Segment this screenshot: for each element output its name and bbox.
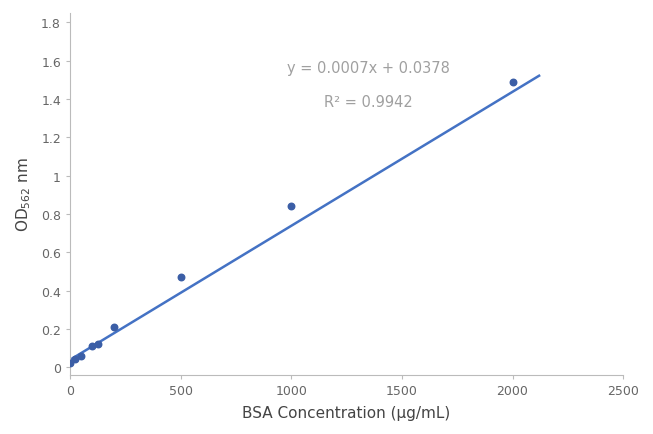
Point <box>109 324 119 331</box>
Point <box>507 79 518 86</box>
Point <box>92 341 103 348</box>
Text: y = 0.0007x + 0.0378: y = 0.0007x + 0.0378 <box>287 60 450 76</box>
X-axis label: BSA Concentration (μg/mL): BSA Concentration (μg/mL) <box>242 405 451 420</box>
Text: R² = 0.9942: R² = 0.9942 <box>325 95 413 110</box>
Point <box>71 356 81 363</box>
Point <box>87 343 97 350</box>
Point <box>176 274 186 281</box>
Y-axis label: OD$_{562}$ nm: OD$_{562}$ nm <box>14 157 33 232</box>
Point <box>286 203 296 210</box>
Point <box>65 360 75 367</box>
Point <box>76 352 86 359</box>
